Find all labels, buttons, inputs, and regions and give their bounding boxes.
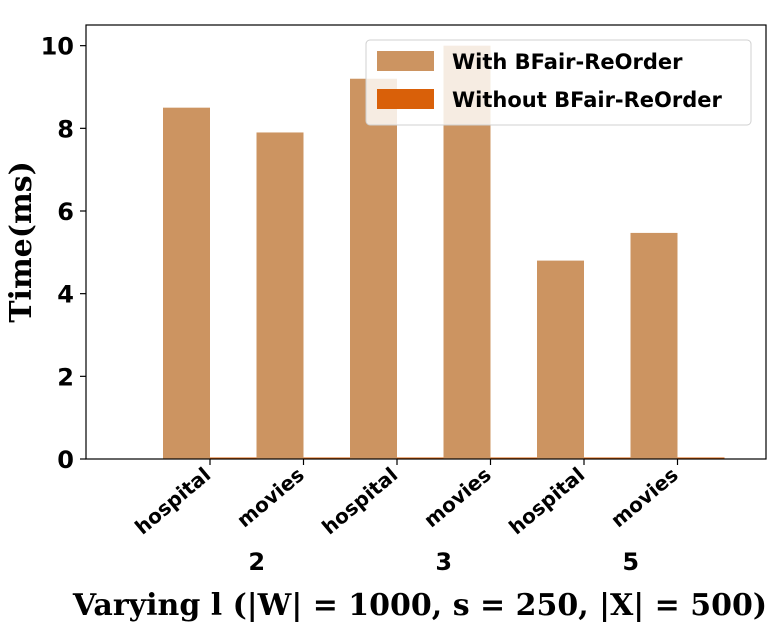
y-tick-label: 0 [57, 446, 74, 474]
legend-label: Without BFair-ReOrder [452, 88, 723, 112]
y-tick-label: 4 [57, 281, 74, 309]
bar-without-hospital-2 [210, 457, 257, 459]
plot-frame [85, 24, 767, 460]
bar-with-hospital-3 [350, 78, 397, 459]
x-tick-label: hospital [317, 462, 402, 539]
bar-with-hospital-2 [163, 107, 210, 460]
y-tick-label: 6 [57, 198, 74, 226]
legend-swatch [377, 51, 434, 71]
y-axis-title: Time(ms) [4, 161, 39, 323]
x-tick-label: movies [232, 462, 309, 532]
x-tick-label: hospital [504, 462, 589, 539]
legend-swatch [377, 89, 434, 109]
group-label: 5 [622, 548, 639, 576]
y-tick-label: 10 [41, 33, 74, 61]
bar-without-movies-2 [303, 457, 351, 459]
bar-without-hospital-3 [397, 457, 444, 459]
x-tick-label: movies [419, 462, 496, 532]
x-axis-group-labels: 2 3 5 [248, 548, 639, 576]
group-label: 2 [248, 548, 265, 576]
y-axis-ticks: 0 2 4 6 8 10 [41, 33, 86, 474]
bar-with-movies-2 [256, 132, 304, 459]
x-tick-label: movies [606, 462, 683, 532]
legend-box [365, 39, 752, 126]
legend-label: With BFair-ReOrder [452, 50, 683, 74]
x-axis-title: Varying l (|W| = 1000, s = 250, |X| = 50… [72, 588, 767, 623]
x-tick-label: hospital [130, 462, 215, 539]
bar-with-movies-5 [630, 232, 678, 459]
group-label: 3 [435, 548, 452, 576]
bar-with-hospital-5 [537, 260, 584, 459]
bar-without-movies-5 [677, 457, 725, 459]
y-tick-label: 2 [57, 363, 74, 391]
bar-without-movies-3 [490, 457, 538, 459]
bar-without-hospital-5 [584, 457, 631, 459]
y-tick-label: 8 [57, 115, 74, 143]
legend: With BFair-ReOrder Without BFair-ReOrder [365, 39, 752, 126]
x-axis-category-labels: hospital movies hospital movies hospital movi… [130, 459, 683, 539]
